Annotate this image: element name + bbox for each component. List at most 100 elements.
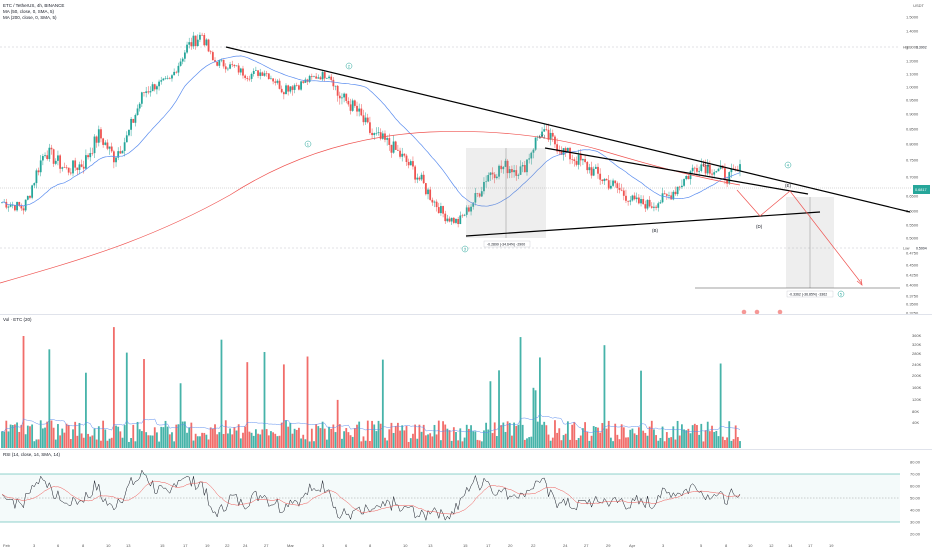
time-axis-tick: 17 (808, 543, 813, 548)
candle-body (665, 194, 668, 196)
rsi-legend[interactable]: RSI (14, close, 14, SMA, 14) (3, 452, 61, 457)
volume-bar (341, 438, 343, 448)
volume-bar (582, 428, 584, 448)
candle-body (459, 215, 462, 225)
candle-body (95, 136, 98, 143)
volume-bar (188, 427, 191, 448)
volume-bar (149, 435, 152, 448)
candle-body (323, 72, 326, 79)
volume-bar (713, 431, 716, 448)
volume-bar (201, 432, 203, 448)
time-axis[interactable]: Feb 3 6 8 10 13 15 17 19 22 24 27 Mar 3 6 8 10 13 15 17 20 22… (0, 538, 932, 550)
candle-body (276, 80, 279, 83)
volume-bar (106, 440, 109, 448)
candle-body (412, 161, 414, 167)
volume-bar (691, 425, 694, 448)
volume-bar (508, 422, 511, 448)
time-axis-tick: 6 (345, 543, 348, 548)
candle-body (224, 66, 227, 70)
candle-body (590, 167, 593, 176)
volume-bar (203, 432, 206, 448)
volume-bar (282, 364, 285, 448)
candle-body (637, 197, 640, 204)
candle-body (353, 100, 356, 106)
candle-body (313, 76, 315, 78)
time-axis-tick: 24 (243, 543, 248, 548)
candle-body (300, 81, 302, 90)
candle-body (551, 132, 554, 137)
volume-bar (519, 337, 522, 448)
candle-body (386, 138, 389, 140)
trendline (544, 147, 809, 195)
volume-bar (614, 423, 617, 448)
low-value: 0.5004 (916, 247, 927, 251)
volume-bar (132, 424, 135, 448)
ma200-legend[interactable]: MA (200, close, 0, SMA, 5) (3, 15, 57, 20)
time-axis-labels[interactable]: Feb 3 6 8 10 13 15 17 19 22 24 27 Mar 3 6 8 10 13 15 17 20 22… (0, 539, 932, 551)
volume-bar (734, 425, 737, 448)
candle-body (650, 206, 653, 208)
price-chart[interactable]: 1.5000 1.4000 1.3000 1.2000 1.1000 1.0000 0.95… (0, 0, 932, 316)
volume-pane[interactable]: 360K 320K 280K 240K 200K 160K 120K 80K 40K (0, 315, 932, 449)
candle-body (265, 73, 268, 74)
rsi-axis-tick: 50.00 (910, 496, 921, 501)
volume-bar (642, 430, 645, 448)
candle-body (332, 79, 335, 87)
volume-bar (465, 424, 468, 448)
volume-bar (246, 362, 249, 448)
volume-bar (644, 432, 647, 448)
volume-bar (134, 441, 137, 448)
price-axis-tick: 0.9500 (906, 98, 919, 103)
time-axis-tick: 5 (700, 543, 703, 548)
candle-body (657, 203, 660, 208)
symbol-title[interactable]: ETC / TetherUS, 4h, BINANCE (3, 3, 65, 8)
volume-bar (369, 440, 371, 448)
candle-body (457, 218, 460, 225)
candle-body (463, 214, 466, 216)
volume-bar (325, 439, 328, 448)
candle-body (614, 180, 617, 184)
volume-bar (300, 438, 302, 448)
candle-body (203, 34, 206, 46)
rsi-chart[interactable]: 80.00 70.00 60.00 50.00 40.00 30.00 20.00 (0, 450, 932, 538)
time-axis-tick: 13 (428, 543, 433, 548)
volume-bar (502, 422, 505, 448)
candle-body (394, 141, 397, 150)
candle-body (461, 215, 464, 217)
pane-separator[interactable] (0, 449, 932, 450)
volume-bar (472, 431, 475, 448)
candle-body (117, 151, 120, 158)
volume-bar (46, 421, 49, 448)
wave-letter: (A) (539, 134, 546, 139)
volume-bar (175, 424, 178, 448)
volume-bar (653, 429, 655, 448)
price-pane[interactable]: 1.5000 1.4000 1.3000 1.2000 1.1000 1.0000 0.95… (0, 0, 932, 316)
ma50-legend[interactable]: MA (50, close, 0, SMA, 5) (3, 9, 55, 14)
candle-body (20, 205, 23, 209)
volume-bar (683, 429, 685, 448)
volume-bar (22, 336, 25, 448)
volume-axis-tick: 320K (912, 342, 922, 347)
candle-body (231, 64, 234, 66)
volume-legend[interactable]: Vol · ETC (20) (3, 317, 32, 322)
volume-bar (584, 422, 586, 448)
candle-body (442, 206, 444, 214)
price-legend: ETC / TetherUS, 4h, BINANCE MA (50, clos… (3, 3, 64, 21)
candle-body (605, 178, 608, 181)
volume-bar (78, 422, 81, 448)
candle-body (633, 195, 636, 200)
volume-chart[interactable]: 360K 320K 280K 240K 200K 160K 120K 80K 40K (0, 315, 932, 449)
candle-body (556, 144, 559, 152)
volume-bar (252, 435, 255, 448)
candle-body (321, 72, 324, 80)
candle-body (612, 180, 614, 186)
volume-bar (190, 422, 193, 448)
time-axis-tick: 22 (531, 543, 536, 548)
rsi-axis-tick: 40.00 (910, 508, 921, 513)
price-axis-tick: 0.3250 (906, 311, 919, 315)
volume-bar (715, 430, 718, 448)
candle-body (414, 166, 417, 180)
rsi-pane[interactable]: 80.00 70.00 60.00 50.00 40.00 30.00 20.00 (0, 450, 932, 538)
pane-separator[interactable] (0, 314, 932, 315)
wave-circle (345, 62, 353, 70)
